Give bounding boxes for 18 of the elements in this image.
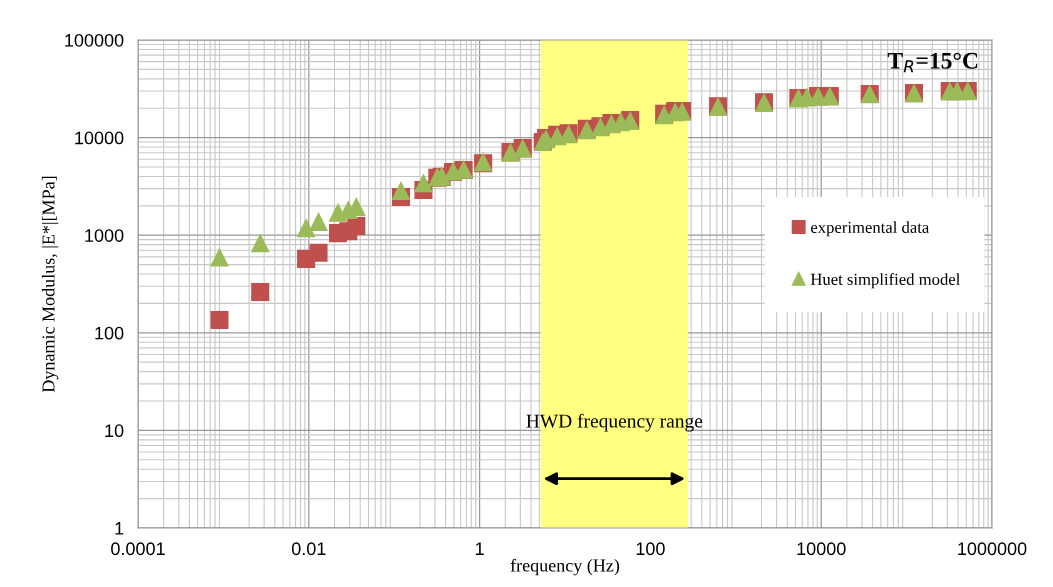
y-tick-label: 10000 [75, 131, 124, 145]
y-tick-label: 1 [115, 522, 124, 535]
band-label: HWD frequency range [526, 413, 703, 432]
y-tick-label: 100000 [65, 33, 124, 47]
legend-label: experimental data [811, 221, 930, 237]
y-tick-label: 1000 [85, 229, 124, 242]
y-tick-label: 10 [105, 424, 124, 438]
x-axis-title: frequency (Hz) [510, 558, 620, 576]
y-axis-title: Dynamic Modulus, |E*|[MPa] [41, 176, 59, 393]
x-tick-label: 10000 [797, 542, 846, 556]
x-tick-label: 1 [475, 542, 484, 555]
x-tick-label: 100 [636, 542, 665, 556]
annotation: T$_{R}$=15°C [887, 52, 978, 73]
x-tick-label: 0.01 [291, 542, 326, 556]
y-tick-label: 100 [95, 326, 124, 340]
x-tick-label: 0.0001 [111, 542, 165, 556]
legend-label: Huet simplified model [810, 273, 960, 289]
x-tick-label: 1000000 [958, 542, 1027, 556]
